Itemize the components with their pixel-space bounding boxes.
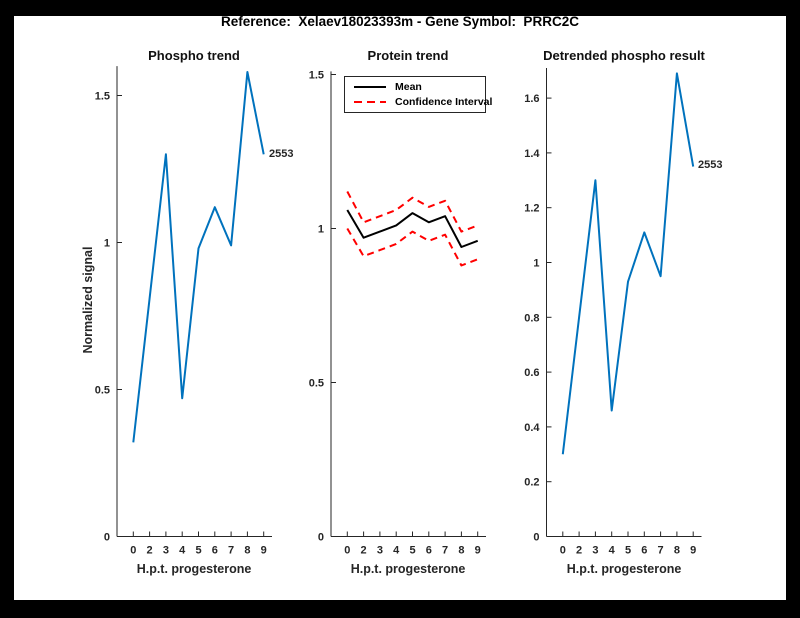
series-phospho-signal	[132, 71, 265, 443]
y-tick-label: 1.5	[309, 70, 324, 82]
x-tick-label: 6	[212, 545, 218, 557]
x-tick-label: 9	[475, 545, 481, 557]
y-tick-label: 0.5	[95, 385, 110, 397]
x-tick-label: 7	[228, 545, 234, 557]
series-mean	[346, 209, 479, 248]
x-tick-label: 4	[393, 545, 400, 557]
x-tick-label: 5	[195, 545, 201, 557]
mean-line-sample-icon	[354, 85, 386, 88]
y-tick-label: 1	[533, 258, 539, 270]
subplot1-title: Phospho trend	[148, 48, 240, 63]
subplot2-xlabel: H.p.t. progesterone	[350, 562, 466, 576]
series-ci-lower	[346, 227, 479, 267]
y-tick-label: 1.5	[95, 91, 110, 103]
x-tick-label: 9	[261, 545, 267, 557]
figure-title: Reference: Xelaev18023393m - Gene Symbol…	[221, 14, 579, 29]
y-tick-label: 0.8	[524, 312, 539, 324]
y-tick-label: 0.6	[524, 367, 539, 379]
y-tick-label: 1.2	[524, 203, 539, 215]
x-tick-label: 2	[576, 545, 582, 557]
x-tick-label: 7	[442, 545, 448, 557]
x-tick-label: 7	[658, 545, 664, 557]
subplot-1-axes: 00.511.50 2 3 4 5 6 7 8 9	[95, 66, 272, 557]
x-tick-label: 5	[409, 545, 415, 557]
subplot-2-axes: 00.511.50 2 3 4 5 6 7 8 9	[309, 70, 486, 557]
subplot3-end-label: 2553	[698, 159, 723, 171]
subplot3-xlabel: H.p.t. progesterone	[566, 562, 682, 576]
subplot1-end-label: 2553	[269, 148, 294, 160]
subplot1-xlabel: H.p.t. progesterone	[136, 562, 252, 576]
x-tick-label: 0	[344, 545, 350, 557]
x-tick-label: 4	[179, 545, 186, 557]
y-tick-label: 0	[318, 532, 324, 544]
subplot2-title: Protein trend	[367, 48, 449, 63]
ci-dashed-line-sample-icon	[354, 101, 386, 104]
x-tick-label: 2	[361, 545, 367, 557]
y-tick-label: 0	[104, 532, 110, 544]
series-detrended-phospho	[561, 72, 695, 455]
x-tick-label: 8	[458, 545, 464, 557]
x-tick-label: 0	[130, 545, 136, 557]
x-tick-label: 4	[609, 545, 616, 557]
x-tick-label: 3	[377, 545, 383, 557]
legend-entry-ci: Confidence Interval	[345, 95, 492, 110]
y-tick-label: 1.4	[524, 148, 540, 160]
x-tick-label: 8	[674, 545, 680, 557]
x-tick-label: 6	[426, 545, 432, 557]
y-tick-label: 1	[104, 238, 110, 250]
x-tick-label: 3	[592, 545, 598, 557]
legend-entry-mean: Mean	[345, 79, 485, 94]
y-tick-label: 1.6	[524, 93, 539, 105]
y-tick-label: 0	[533, 532, 539, 544]
x-tick-label: 6	[641, 545, 647, 557]
legend-box: Mean Confidence Interval	[344, 76, 492, 113]
x-tick-label: 8	[244, 545, 250, 557]
y-tick-label: 0.5	[309, 378, 324, 390]
x-tick-label: 0	[560, 545, 566, 557]
subplot3-title: Detrended phospho result	[543, 48, 705, 63]
legend-label-mean: Mean	[395, 80, 422, 93]
x-tick-label: 3	[163, 545, 169, 557]
subplot1-ylabel: Normalized signal	[81, 246, 95, 354]
y-tick-label: 1	[318, 224, 324, 236]
legend-label-ci: Confidence Interval	[395, 96, 493, 109]
y-tick-label: 0.2	[524, 477, 539, 489]
series-ci-upper	[346, 191, 479, 233]
subplot-3-axes: 00.20.40.60.811.21.41.60 2 3 4 5 6 7 8 9	[524, 67, 702, 557]
y-tick-label: 0.4	[524, 422, 540, 434]
x-tick-label: 9	[690, 545, 696, 557]
figure-canvas	[14, 16, 786, 600]
x-tick-label: 2	[147, 545, 153, 557]
x-tick-label: 5	[625, 545, 631, 557]
